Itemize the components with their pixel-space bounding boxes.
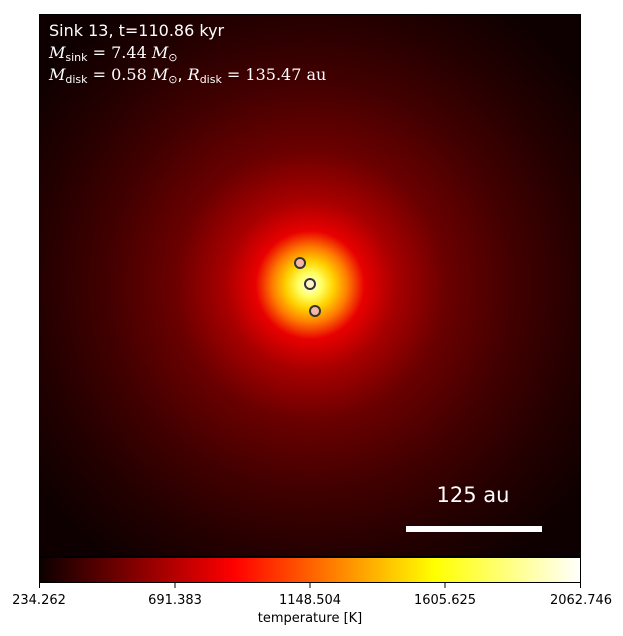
scale-bar	[406, 526, 542, 532]
colorbar-gradient	[39, 557, 581, 583]
colorbar-frame	[39, 557, 581, 583]
scale-bar-label: 125 au	[436, 483, 510, 507]
panel-frame	[39, 14, 581, 557]
colorbar-tick-label: 2062.746	[549, 593, 613, 608]
rdisk-subscript: disk	[199, 73, 222, 86]
msink-subscript: sink	[65, 51, 88, 64]
sink-mass-annotation: Msink = 7.44 M⊙	[49, 43, 177, 67]
sink-title-text: Sink 13, t=110.86 kyr	[49, 21, 225, 40]
rdisk-value: = 135.47 au	[226, 65, 327, 84]
rdisk-symbol: R	[187, 65, 200, 84]
sink-c-marker	[309, 305, 321, 317]
msink-symbol: M	[49, 43, 66, 62]
solar-mass-symbol-2: M	[151, 65, 169, 84]
colorbar-tick-label: 234.262	[12, 593, 66, 608]
msink-value: = 7.44	[92, 43, 147, 62]
sink-b-marker	[304, 278, 316, 290]
solar-mass-symbol: M	[151, 43, 169, 62]
mdisk-subscript: disk	[65, 73, 88, 86]
disk-annotation: Mdisk = 0.58 M⊙, Rdisk = 135.47 au	[49, 65, 327, 86]
sink-markers	[294, 257, 321, 317]
mdisk-value: = 0.58	[92, 65, 147, 84]
colorbar	[39, 557, 581, 588]
sink-title: Sink 13, t=110.86 kyr	[49, 21, 224, 40]
colorbar-tick-label: 1605.625	[413, 593, 477, 608]
solar-mass-subscript-2: ⊙	[168, 73, 178, 86]
solar-mass-subscript: ⊙	[168, 51, 178, 64]
colorbar-tick-label: 691.383	[148, 593, 202, 608]
mdisk-symbol: M	[49, 65, 66, 84]
sink-a-marker	[294, 257, 306, 269]
colorbar-tick-label: 1148.504	[278, 593, 342, 608]
colorbar-label: temperature [K]	[257, 611, 363, 626]
